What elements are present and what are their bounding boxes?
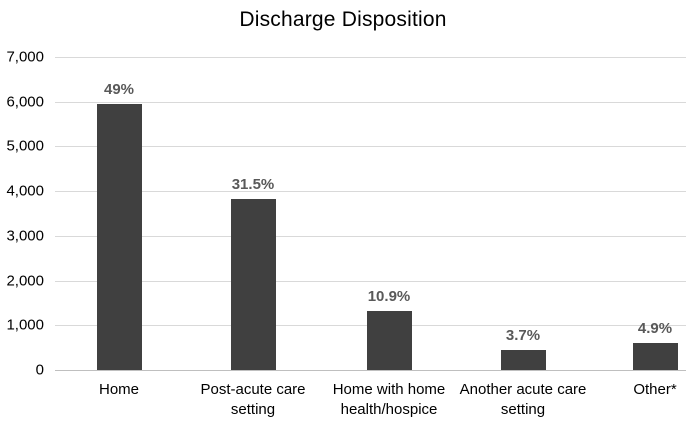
category-label-3: Another acute care setting — [459, 381, 587, 418]
category-label-4: Other* — [633, 381, 677, 398]
gridline — [55, 101, 686, 103]
y-tick-label: 5,000 — [6, 137, 44, 155]
y-tick-label: 6,000 — [6, 93, 44, 111]
gridline — [55, 235, 686, 237]
y-tick-label: 2,000 — [6, 272, 44, 290]
gridline — [55, 280, 686, 282]
y-tick-label: 4,000 — [6, 182, 44, 200]
bar-3 — [500, 349, 546, 370]
x-axis-line — [55, 370, 686, 371]
category-label-0: Home — [98, 381, 139, 398]
bar-4 — [632, 343, 678, 370]
bar-1 — [230, 198, 276, 370]
gridline — [55, 57, 686, 58]
gridline — [55, 191, 686, 193]
category-label-1: Post-acute care setting — [200, 381, 306, 418]
data-label-2: 10.9% — [367, 287, 411, 305]
y-tick-label: 1,000 — [6, 316, 44, 334]
bar-2 — [366, 310, 412, 370]
bar-0 — [96, 103, 142, 370]
data-label-4: 4.9% — [637, 320, 673, 338]
data-label-1: 31.5% — [231, 175, 275, 193]
chart-title: Discharge Disposition — [239, 8, 447, 31]
data-label-3: 3.7% — [505, 326, 541, 344]
y-tick-label: 3,000 — [6, 227, 44, 245]
data-label-0: 49% — [103, 80, 135, 98]
gridline — [55, 146, 686, 148]
y-tick-label: 7,000 — [6, 48, 44, 66]
category-label-2: Home with home health/hospice — [332, 381, 446, 418]
y-tick-label: 0 — [35, 361, 44, 379]
